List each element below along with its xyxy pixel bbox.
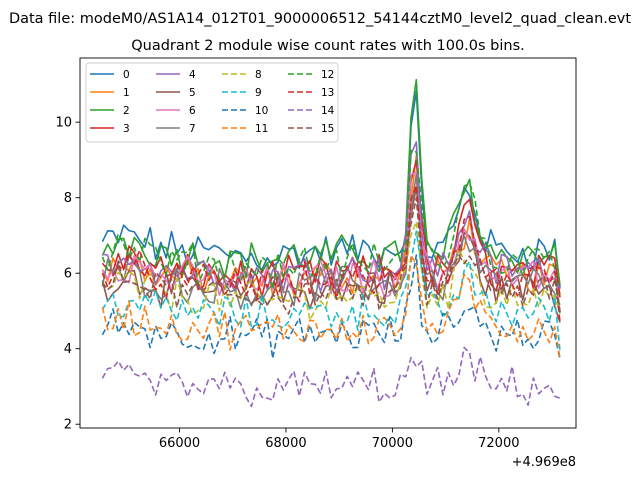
legend-label-2: 2: [123, 105, 130, 117]
x-tick-label: 66000: [159, 436, 200, 451]
legend-label-3: 3: [123, 123, 130, 135]
x-axis: 66000 68000 70000 72000: [159, 428, 520, 451]
x-offset-label: +4.969e8: [512, 455, 576, 470]
x-tick-label: 70000: [372, 436, 413, 451]
legend-label-13: 13: [321, 87, 334, 99]
series-line-4: [102, 141, 561, 293]
legend-label-1: 1: [123, 87, 130, 99]
series-line-14: [101, 346, 561, 408]
y-tick-label: 10: [55, 116, 72, 131]
y-tick-label: 4: [64, 342, 72, 357]
series-layer: [101, 78, 561, 408]
legend-label-6: 6: [189, 105, 196, 117]
legend-label-5: 5: [189, 87, 196, 99]
series-line-11: [101, 254, 561, 359]
legend-label-11: 11: [255, 123, 268, 135]
series-line-12: [101, 149, 561, 313]
plot-frame: [79, 57, 577, 429]
legend-label-0: 0: [123, 69, 130, 81]
legend-label-15: 15: [321, 123, 334, 135]
x-tick-label: 68000: [265, 436, 306, 451]
x-tick-label: 72000: [478, 436, 519, 451]
series-line-15: [101, 197, 561, 315]
legend-label-7: 7: [189, 123, 196, 135]
legend-box: [85, 62, 339, 143]
legend-label-8: 8: [255, 69, 262, 81]
series-line-9: [101, 230, 561, 351]
series-line-8: [101, 220, 561, 321]
legend-label-14: 14: [321, 105, 335, 117]
series-line-7: [101, 173, 561, 310]
legend-label-10: 10: [255, 105, 268, 117]
chart-title: Quadrant 2 module wise count rates with …: [131, 38, 525, 54]
y-tick-label: 8: [64, 191, 72, 206]
chart-suptitle: Data file: modeM0/AS1A14_012T01_90000065…: [9, 11, 631, 27]
legend-label-4: 4: [189, 69, 196, 81]
y-axis: 2 4 6 8 10: [55, 116, 80, 433]
legend-label-12: 12: [321, 69, 334, 81]
y-tick-label: 6: [64, 267, 72, 282]
legend-label-9: 9: [255, 87, 262, 99]
y-tick-label: 2: [64, 418, 72, 433]
